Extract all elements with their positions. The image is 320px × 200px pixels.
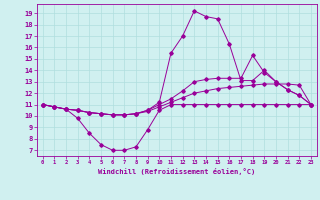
X-axis label: Windchill (Refroidissement éolien,°C): Windchill (Refroidissement éolien,°C): [98, 168, 255, 175]
